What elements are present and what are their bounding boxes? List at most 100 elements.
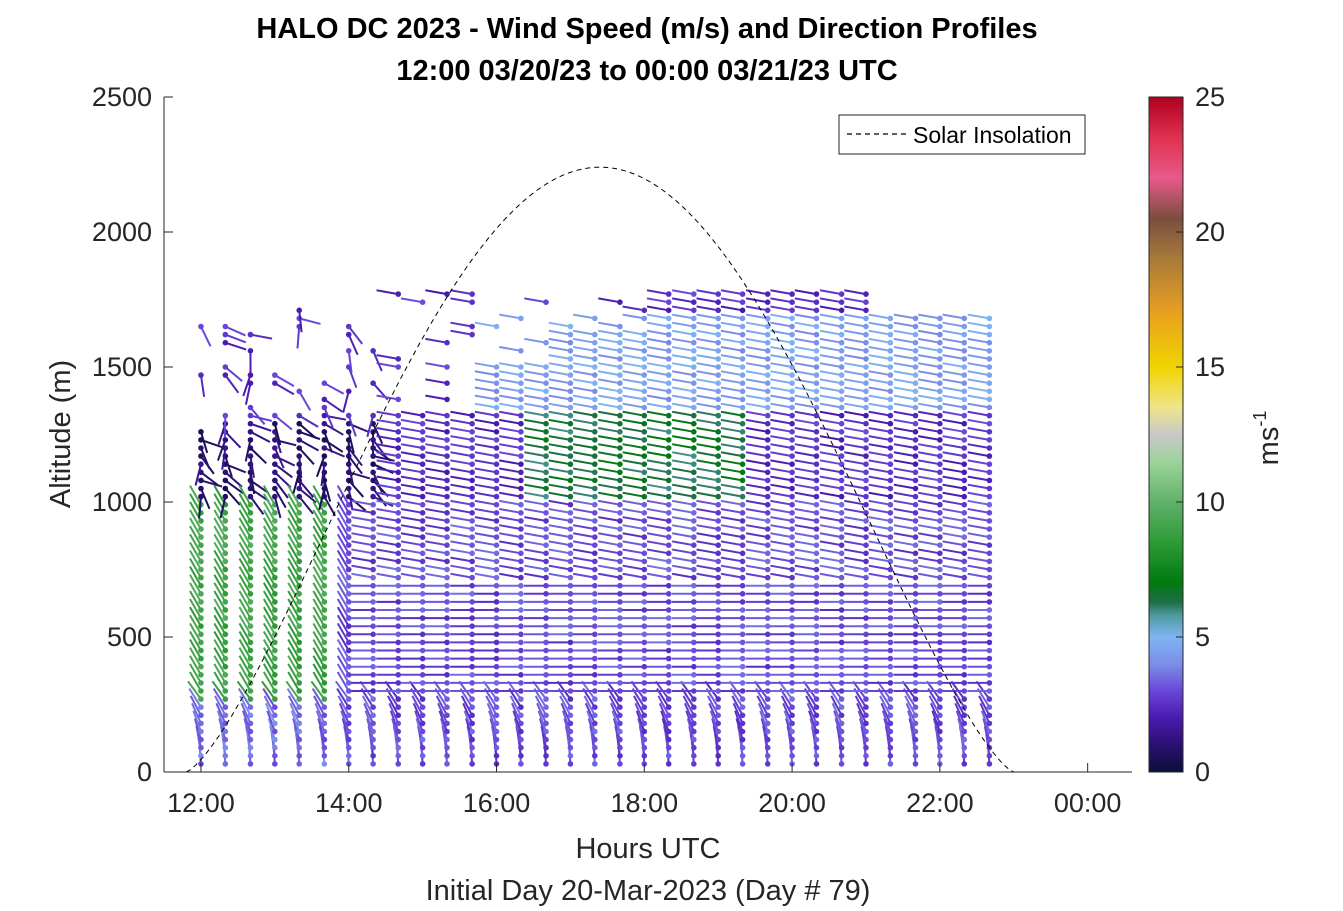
wind-barb-shaft xyxy=(918,507,941,514)
wind-barb-point xyxy=(222,712,229,719)
wind-barb-point xyxy=(198,542,204,548)
wind-barb-shaft xyxy=(450,483,473,490)
wind-barb-shaft xyxy=(572,354,595,360)
wind-barb-point xyxy=(813,663,820,670)
wind-barb-point xyxy=(986,672,993,678)
wind-barb-shaft xyxy=(548,370,571,377)
wind-barb-shaft xyxy=(509,695,522,716)
wind-barb-shaft xyxy=(770,524,793,530)
wind-barb-point xyxy=(296,501,303,508)
wind-barb-point xyxy=(543,388,549,395)
wind-barb-shaft xyxy=(200,447,211,469)
wind-barb-point xyxy=(321,663,328,670)
wind-barb-shaft xyxy=(548,378,571,385)
wind-barb-point xyxy=(838,663,845,670)
wind-barb-point xyxy=(469,566,475,573)
wind-barb-shaft xyxy=(745,499,768,506)
wind-barb-point xyxy=(345,510,352,516)
wind-barb-point xyxy=(937,680,943,686)
wind-barb-shaft xyxy=(868,499,891,506)
wind-barb-point xyxy=(739,339,746,346)
wind-barb-point xyxy=(419,518,426,524)
wind-barb-shaft xyxy=(696,459,719,466)
wind-barb-point xyxy=(789,493,795,500)
wind-barb-point xyxy=(961,510,968,516)
wind-barb-shaft xyxy=(759,710,769,732)
wind-barb-point xyxy=(739,582,746,589)
wind-barb-shaft xyxy=(213,574,227,595)
wind-barb-point xyxy=(518,736,524,743)
wind-barb-point xyxy=(222,477,229,484)
wind-barb-shaft xyxy=(942,345,965,352)
wind-barb-shaft xyxy=(671,491,694,498)
wind-barb-point xyxy=(813,493,820,500)
wind-barb-point xyxy=(617,356,623,362)
wind-barb-shaft xyxy=(376,475,399,482)
wind-barb-point xyxy=(370,688,376,694)
wind-barb-shaft xyxy=(323,496,337,517)
wind-barb-point xyxy=(272,599,278,605)
wind-barb-shaft xyxy=(474,540,497,547)
wind-barb-point xyxy=(715,291,721,297)
wind-barb-shaft xyxy=(192,710,202,732)
wind-barb-point xyxy=(543,412,549,419)
colorbar-tick-label: 10 xyxy=(1195,487,1225,517)
wind-barb-shaft xyxy=(224,333,247,344)
wind-barb-point xyxy=(863,299,869,306)
wind-barb-point xyxy=(419,469,426,476)
wind-barb-shaft xyxy=(292,718,301,740)
wind-barb-shaft xyxy=(868,540,891,547)
wind-barb-point xyxy=(665,364,672,370)
wind-barb-point xyxy=(444,720,450,727)
wind-barb-point xyxy=(691,599,697,605)
wind-barb-point xyxy=(567,412,574,419)
wind-barb-point xyxy=(591,493,598,500)
wind-barb-point xyxy=(395,639,402,646)
wind-barb-point xyxy=(617,761,623,767)
wind-barb-point xyxy=(813,639,820,646)
wind-barb-point xyxy=(444,412,450,419)
wind-barb-shaft xyxy=(450,540,473,547)
wind-barb-shaft xyxy=(524,402,547,409)
wind-barb-point xyxy=(247,526,254,532)
wind-barb-point xyxy=(961,582,968,589)
wind-barb-shaft xyxy=(216,439,227,461)
wind-barb-point xyxy=(198,704,204,710)
wind-barb-shaft xyxy=(193,718,202,740)
wind-barb-point xyxy=(937,550,943,557)
wind-barb-point xyxy=(395,518,402,524)
wind-barb-shaft xyxy=(287,655,301,676)
wind-barb-point xyxy=(370,469,376,476)
wind-barb-point xyxy=(912,712,919,719)
wind-barb-shaft xyxy=(485,695,498,716)
wind-barb-shaft xyxy=(213,501,227,522)
x-tick-label: 20:00 xyxy=(758,788,826,818)
wind-barb-point xyxy=(961,720,968,727)
wind-barb-shaft xyxy=(646,475,669,482)
wind-barb-point xyxy=(395,356,402,362)
wind-barb-point xyxy=(739,526,746,532)
wind-barb-point xyxy=(665,348,672,354)
wind-barb-point xyxy=(543,591,549,597)
x-tick-label: 22:00 xyxy=(906,788,974,818)
wind-barb-point xyxy=(961,339,968,346)
wind-barb-point xyxy=(641,372,648,378)
wind-barb-point xyxy=(198,607,204,613)
wind-barb-shaft xyxy=(745,451,768,458)
wind-barb-point xyxy=(691,558,697,565)
wind-barb-point xyxy=(222,469,229,476)
wind-barb-point xyxy=(617,372,623,378)
wind-barb-point xyxy=(961,429,968,435)
wind-barb-shaft xyxy=(524,418,547,425)
wind-barb-shaft xyxy=(720,289,743,296)
wind-barb-shaft xyxy=(819,532,842,539)
colorbar-label: ms-1 xyxy=(1250,411,1285,466)
wind-barb-shaft xyxy=(706,695,720,716)
wind-barb-point xyxy=(715,672,721,678)
wind-barb-shaft xyxy=(262,533,276,554)
wind-barb-point xyxy=(764,307,771,314)
wind-barb-point xyxy=(222,437,229,443)
wind-barb-point xyxy=(912,501,919,508)
wind-barb-shaft xyxy=(794,402,817,409)
wind-barb-point xyxy=(321,518,328,524)
